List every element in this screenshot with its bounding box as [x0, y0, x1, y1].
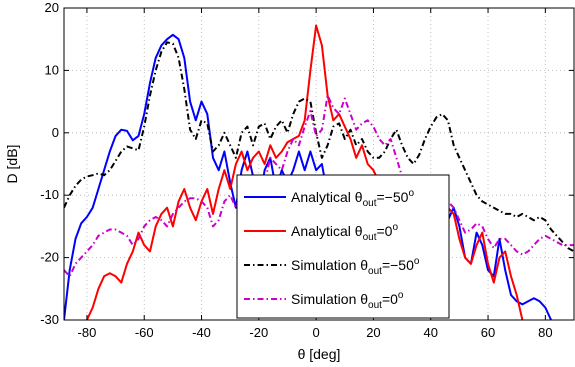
y-axis-label: D [dB]: [4, 145, 20, 184]
series-line-1: [64, 33, 553, 320]
x-tick-label: -40: [192, 325, 211, 340]
legend: Analytical θout=−50o Analytical θout=0o Si…: [236, 174, 450, 319]
x-tick-label: -80: [78, 325, 97, 340]
x-tick-label: 20: [366, 325, 380, 340]
y-tick-label: 20: [45, 0, 59, 15]
series-line-2: [85, 24, 524, 320]
y-tick-label: 10: [45, 62, 59, 77]
legend-box: [236, 174, 450, 319]
legend-entry: Simulation θout=−50o: [291, 256, 420, 277]
x-axis-label: θ [deg]: [298, 346, 341, 362]
legend-entry: Analytical θout=0o: [291, 222, 398, 243]
legend-entry: Simulation θout=0o: [291, 290, 404, 311]
series-line-4: [64, 94, 574, 278]
x-tick-label: 60: [481, 325, 495, 340]
x-tick-label: 80: [538, 325, 552, 340]
y-tick-label: -20: [40, 250, 59, 265]
x-tick-label: -60: [135, 325, 154, 340]
y-tick-label: 0: [52, 125, 59, 140]
x-tick-label: -20: [249, 325, 268, 340]
y-tick-label: -30: [40, 312, 59, 327]
x-tick-label: 40: [424, 325, 438, 340]
plot-frame: [63, 7, 575, 321]
series-layer: [64, 24, 574, 320]
legend-entry: Analytical θout=−50o: [291, 188, 414, 209]
x-tick-label: 0: [313, 325, 320, 340]
series-line-3: [64, 41, 574, 253]
ticks: -80 -60 -40 -20 0 20 40 60 80 -30 -20 -10 0 10 20: [40, 0, 574, 340]
y-tick-label: -10: [40, 187, 59, 202]
